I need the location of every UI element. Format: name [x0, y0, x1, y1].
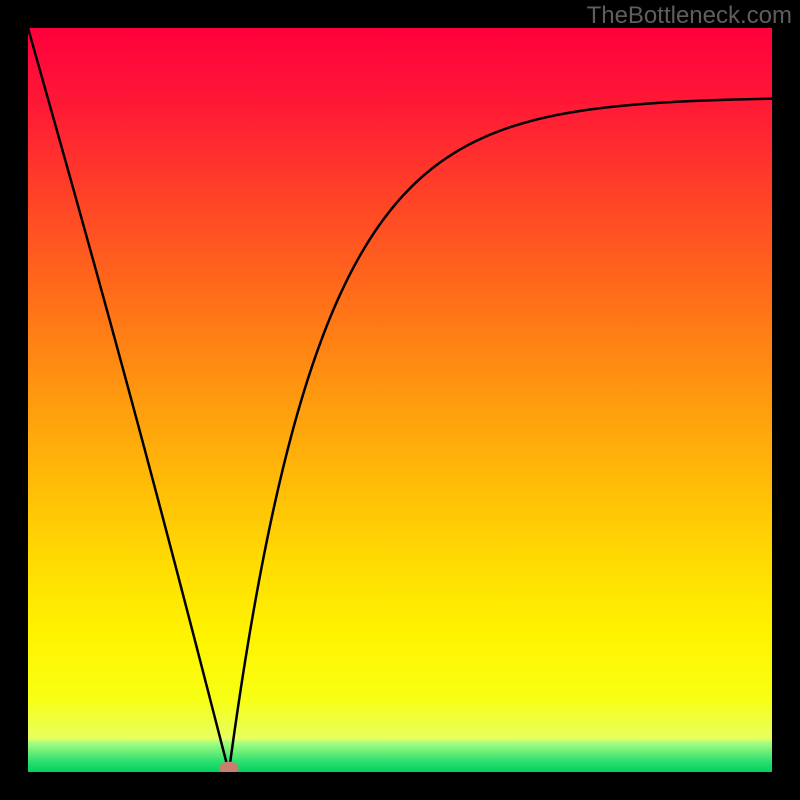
- chart-frame: TheBottleneck.com: [0, 0, 800, 800]
- bottleneck-curve-plot: [28, 28, 772, 772]
- gradient-background: [28, 28, 772, 772]
- watermark-text: TheBottleneck.com: [587, 2, 792, 30]
